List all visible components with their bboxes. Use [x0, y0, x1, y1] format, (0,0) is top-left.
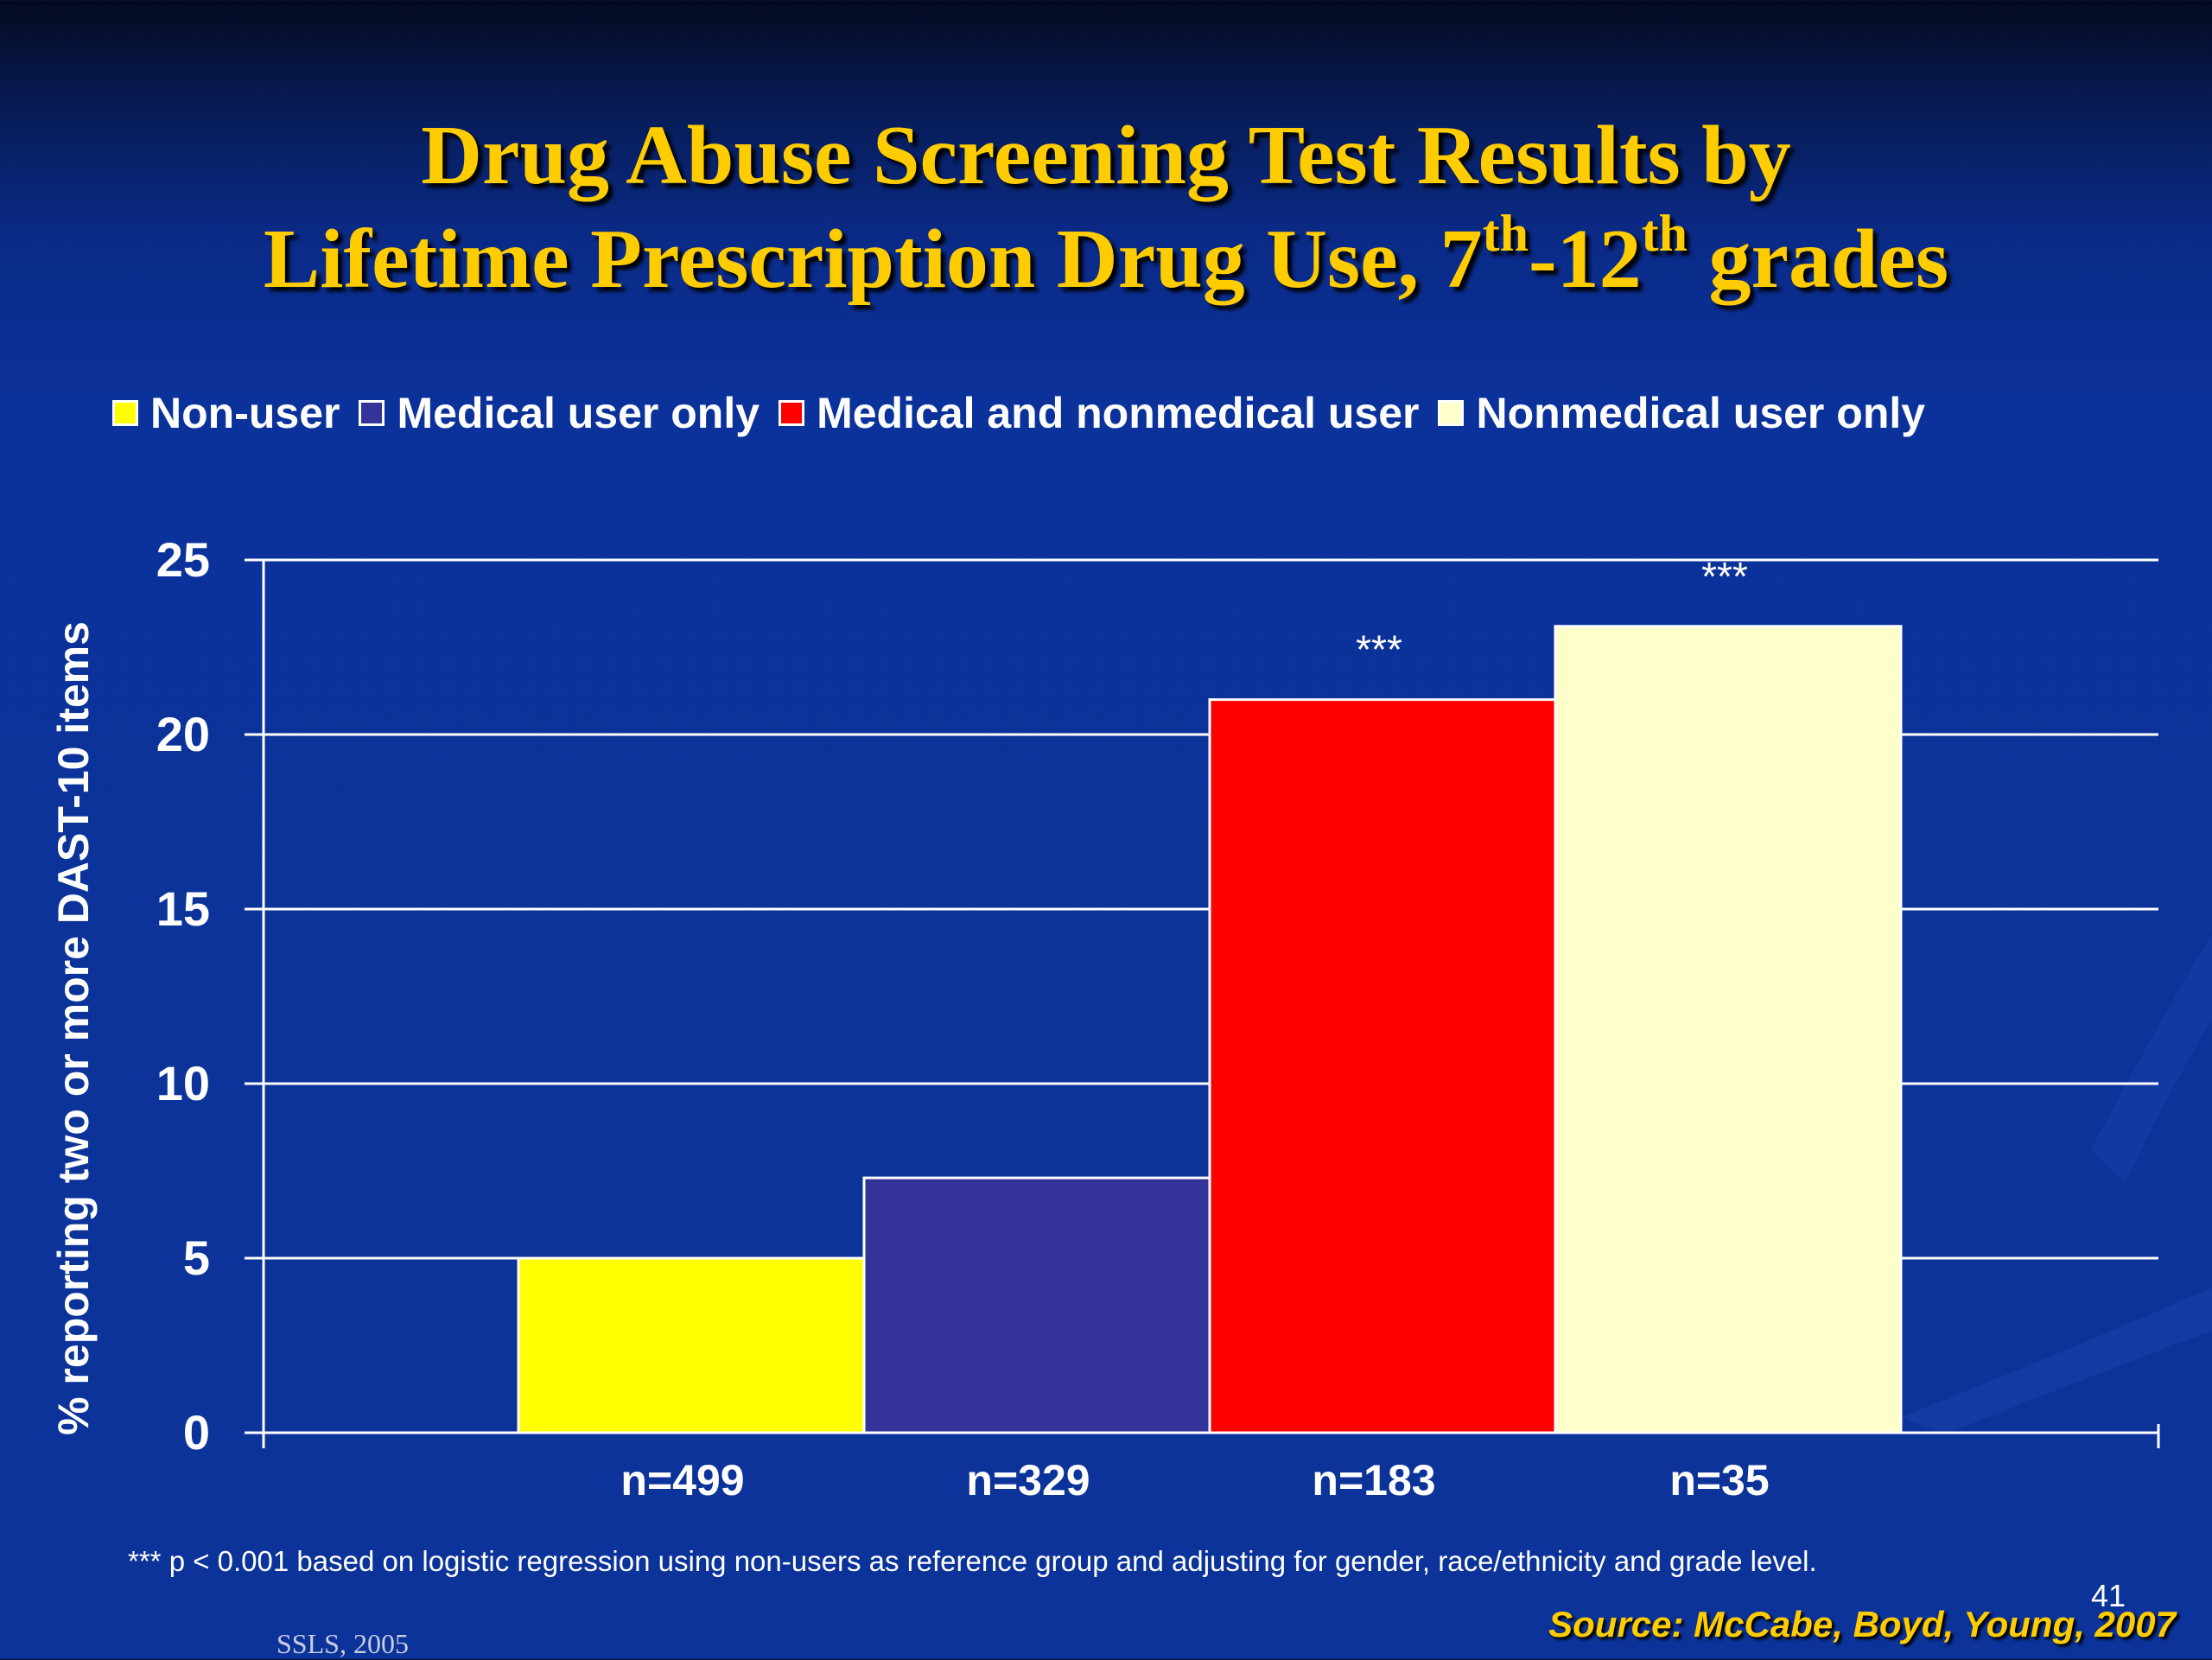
bar-nonmedical-user-only	[1554, 625, 1903, 1434]
title-line-2: Lifetime Prescription Drug Use, 7th-12th…	[0, 207, 2212, 311]
legend-swatch-non-user	[112, 400, 138, 426]
bar-medical-and-nonmedical-user	[1208, 698, 1557, 1434]
axes	[245, 558, 2160, 1448]
title-line-2-part-c: grades	[1687, 213, 1949, 306]
bar-non-user	[517, 1256, 866, 1434]
significance-footnote: *** p < 0.001 based on logistic regressi…	[128, 1545, 1817, 1577]
source-citation: Source: McCabe, Boyd, Young, 2007	[1548, 1604, 2176, 1644]
legend-item-medical-user-only: Medical user only	[359, 388, 760, 438]
slide-title: Drug Abuse Screening Test Results by Lif…	[0, 104, 2212, 311]
legend-label-medical-and-nonmedical-user: Medical and nonmedical user	[817, 389, 1420, 437]
bar-medical-user-only	[862, 1176, 1211, 1434]
title-line-2-part-a: Lifetime Prescription Drug Use, 7	[263, 213, 1483, 306]
legend-label-nonmedical-user-only: Nonmedical user only	[1476, 389, 1926, 437]
page-number: 41	[2090, 1578, 2126, 1613]
background-swoosh-2	[2091, 933, 2212, 1184]
x-category-label: n=183	[1312, 1456, 1435, 1504]
title-line-2-part-b: -12	[1528, 213, 1642, 306]
y-tick-label: 5	[183, 1231, 210, 1285]
significance-marker: ***	[1701, 554, 1748, 599]
background-swoosh	[1901, 1288, 2212, 1434]
x-category-label: n=35	[1669, 1456, 1769, 1504]
legend-item-nonmedical-user-only: Nonmedical user only	[1438, 388, 1925, 438]
y-tick-label: 25	[156, 532, 210, 587]
legend-swatch-medical-user-only	[359, 400, 385, 426]
bars	[517, 625, 1903, 1434]
legend-item-non-user: Non-user	[112, 388, 340, 438]
legend-swatch-nonmedical-user-only	[1438, 400, 1465, 426]
bottom-left-label: SSLS, 2005	[276, 1628, 409, 1659]
title-sup-1: th	[1482, 205, 1529, 263]
chart-legend: Non-user Medical user only Medical and n…	[112, 387, 1944, 439]
y-tick-label: 10	[156, 1056, 210, 1110]
y-tick-label: 15	[156, 881, 210, 936]
y-tick-label: 0	[183, 1405, 210, 1460]
x-category-label: n=499	[620, 1456, 744, 1504]
legend-item-medical-and-nonmedical-user: Medical and nonmedical user	[779, 388, 1419, 438]
significance-marker: ***	[1356, 627, 1402, 672]
legend-label-medical-user-only: Medical user only	[397, 389, 760, 437]
legend-label-non-user: Non-user	[150, 389, 340, 437]
legend-swatch-medical-and-nonmedical-user	[779, 400, 805, 426]
title-line-1: Drug Abuse Screening Test Results by	[421, 109, 1791, 202]
title-sup-2: th	[1641, 205, 1688, 263]
chart-labels: 0 5 10 15 20 25 n=499 n=329 n=183 *** n=35 ***	[156, 532, 1770, 1504]
y-tick-label: 20	[156, 707, 210, 761]
x-category-label: n=329	[966, 1456, 1090, 1504]
